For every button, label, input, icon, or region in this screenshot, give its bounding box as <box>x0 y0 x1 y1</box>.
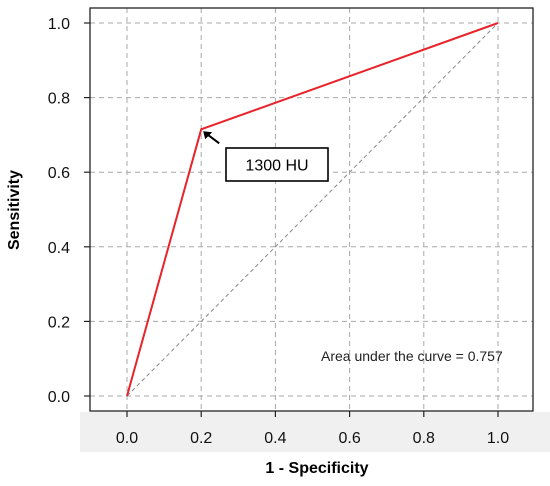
axis-band-shading <box>80 412 550 452</box>
reference-diagonal-line <box>126 22 499 397</box>
roc-curve-line <box>126 22 499 397</box>
series <box>126 22 499 397</box>
y-tick-label: 0.2 <box>48 314 70 331</box>
x-tick-label: 0.8 <box>413 430 435 447</box>
x-tick-label: 0.4 <box>264 430 286 447</box>
x-axis-ticks: 0.0 0.2 0.4 0.6 0.8 1.0 <box>116 411 509 447</box>
y-tick-label: 0.4 <box>48 240 70 257</box>
grid <box>90 8 533 411</box>
x-tick-label: 0.6 <box>338 430 360 447</box>
y-axis-title: Sensitivity <box>6 170 23 250</box>
auc-label: Area under the curve = 0.757 <box>321 348 503 364</box>
x-tick-label: 0.2 <box>190 430 212 447</box>
x-tick-label: 1.0 <box>487 430 509 447</box>
y-axis-ticks: 0.0 0.2 0.4 0.6 0.8 1.0 <box>48 16 90 406</box>
y-tick-label: 0.8 <box>48 91 70 108</box>
y-tick-label: 1.0 <box>48 16 70 33</box>
annotations: 1300 HU Area under the curve = 0.757 <box>203 131 503 364</box>
y-tick-label: 0.6 <box>48 165 70 182</box>
threshold-label-box <box>225 147 329 182</box>
threshold-label: 1300 HU <box>245 158 308 175</box>
plot-frame <box>89 7 534 412</box>
callout-arrow <box>206 133 220 145</box>
y-tick-label: 0.0 <box>48 389 70 406</box>
x-axis-title: 1 - Specificity <box>265 460 368 477</box>
callout-arrowhead <box>203 131 213 140</box>
x-tick-label: 0.0 <box>116 430 138 447</box>
